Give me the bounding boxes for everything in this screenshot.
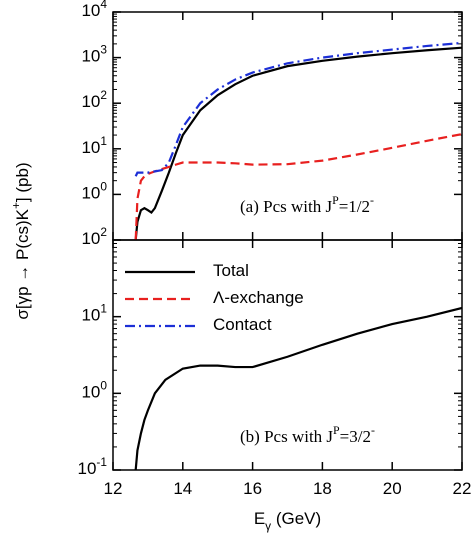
x-tick-label: 14 xyxy=(173,479,192,498)
y-tick-label: 101 xyxy=(81,134,107,157)
x-tick-label: 20 xyxy=(383,479,402,498)
x-tick-label: 12 xyxy=(104,479,123,498)
y-tick-label: 104 xyxy=(81,0,107,20)
y-tick-label: 10-1 xyxy=(78,455,108,478)
x-tick-label: 22 xyxy=(453,479,472,498)
legend-label: Λ-exchange xyxy=(213,288,304,307)
legend-label: Contact xyxy=(213,315,272,334)
series-line xyxy=(134,133,462,240)
series-line xyxy=(134,41,462,177)
y-tick-label: 103 xyxy=(81,43,107,66)
y-axis-label: σ[γp → P(cs)K+] (pb) xyxy=(9,162,32,319)
x-tick-label: 18 xyxy=(313,479,332,498)
x-tick-label: 16 xyxy=(243,479,262,498)
y-tick-label: 102 xyxy=(81,88,107,111)
series-line xyxy=(134,46,462,240)
annotation: (b) Pcs with JP=3/2- xyxy=(240,423,375,446)
y-tick-label: 102 xyxy=(81,225,107,248)
y-tick-label: 100 xyxy=(81,378,107,401)
annotation: (a) Pcs with JP=1/2- xyxy=(240,193,374,216)
legend-label: Total xyxy=(213,261,249,280)
series-line xyxy=(134,306,462,470)
plot-frame xyxy=(112,239,463,471)
y-tick-label: 100 xyxy=(81,180,107,203)
x-axis-label: Eγ (GeV) xyxy=(254,509,321,533)
y-tick-label: 101 xyxy=(81,302,107,325)
